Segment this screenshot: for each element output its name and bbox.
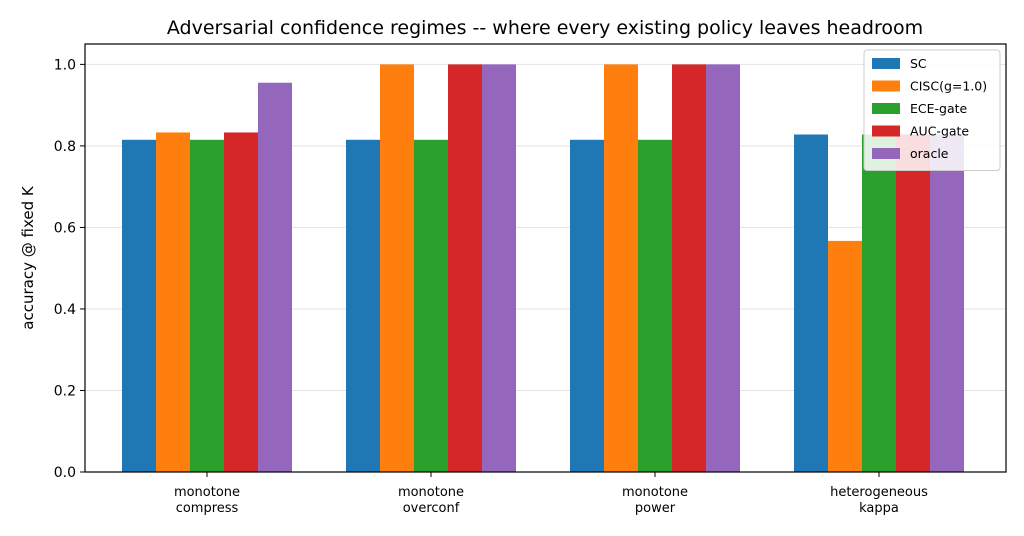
legend-box [863,49,1001,171]
bar-ece-gate-1 [414,139,448,473]
bar-cisc-g-1-0--1 [380,64,414,472]
x-tick-label: heterogeneous [830,485,928,500]
legend-swatch [872,148,900,159]
legend-swatch [872,58,900,69]
y-axis: 0.0 0.2 0.4 0.6 0.8 1.0 [54,57,85,481]
bar-cisc-g-1-0--2 [604,64,638,472]
bar-auc-gate-3 [896,134,930,472]
y-tick-label: 0.8 [54,139,76,155]
plot-frame [84,43,1007,473]
x-tick-label: kappa [859,501,899,516]
bar-auc-gate-1 [448,64,482,472]
bar-sc-0 [122,139,156,473]
legend-swatch [872,103,900,114]
y-tick-label: 0.0 [54,465,76,481]
x-tick-label: compress [176,501,239,516]
chart-title: Adversarial confidence regimes -- where … [167,17,923,39]
bar-cisc-g-1-0--0 [156,132,190,472]
bar-sc-1 [346,139,380,473]
bar-ece-gate-3 [862,134,896,472]
bar-auc-gate-2 [672,64,706,472]
bar-oracle-3 [930,134,964,472]
y-tick-label: 0.2 [54,383,76,399]
x-axis: monotonecompressmonotoneoverconfmonotone… [174,472,928,516]
bar-ece-gate-2 [638,139,672,473]
bar-sc-2 [570,139,604,473]
y-axis-label: accuracy @ fixed K [19,185,37,330]
x-tick-label: monotone [174,485,240,500]
legend-label: oracle [910,146,949,161]
y-tick-label: 0.6 [54,220,76,236]
bar-cisc-g-1-0--3 [828,240,862,472]
bars [122,64,964,473]
y-tick-label: 1.0 [54,57,76,73]
x-tick-label: monotone [622,485,688,500]
legend: SC CISC(g=1.0) ECE-gate AUC-gate oracle [863,49,1001,171]
bar-oracle-1 [482,64,516,472]
bar-oracle-2 [706,64,740,472]
legend-swatch [872,125,900,137]
y-tick-label: 0.4 [54,302,76,318]
x-tick-label: monotone [398,485,464,500]
legend-label: CISC(g=1.0) [910,79,987,94]
x-tick-label: power [635,501,676,516]
bar-ece-gate-0 [190,139,224,473]
legend-label: SC [910,56,927,71]
legend-label: ECE-gate [910,101,968,116]
legend-swatch [872,80,900,92]
bar-sc-3 [794,134,828,472]
bar-oracle-0 [258,82,292,472]
legend-label: AUC-gate [910,124,969,139]
bar-auc-gate-0 [224,132,258,472]
x-tick-label: overconf [403,501,460,516]
